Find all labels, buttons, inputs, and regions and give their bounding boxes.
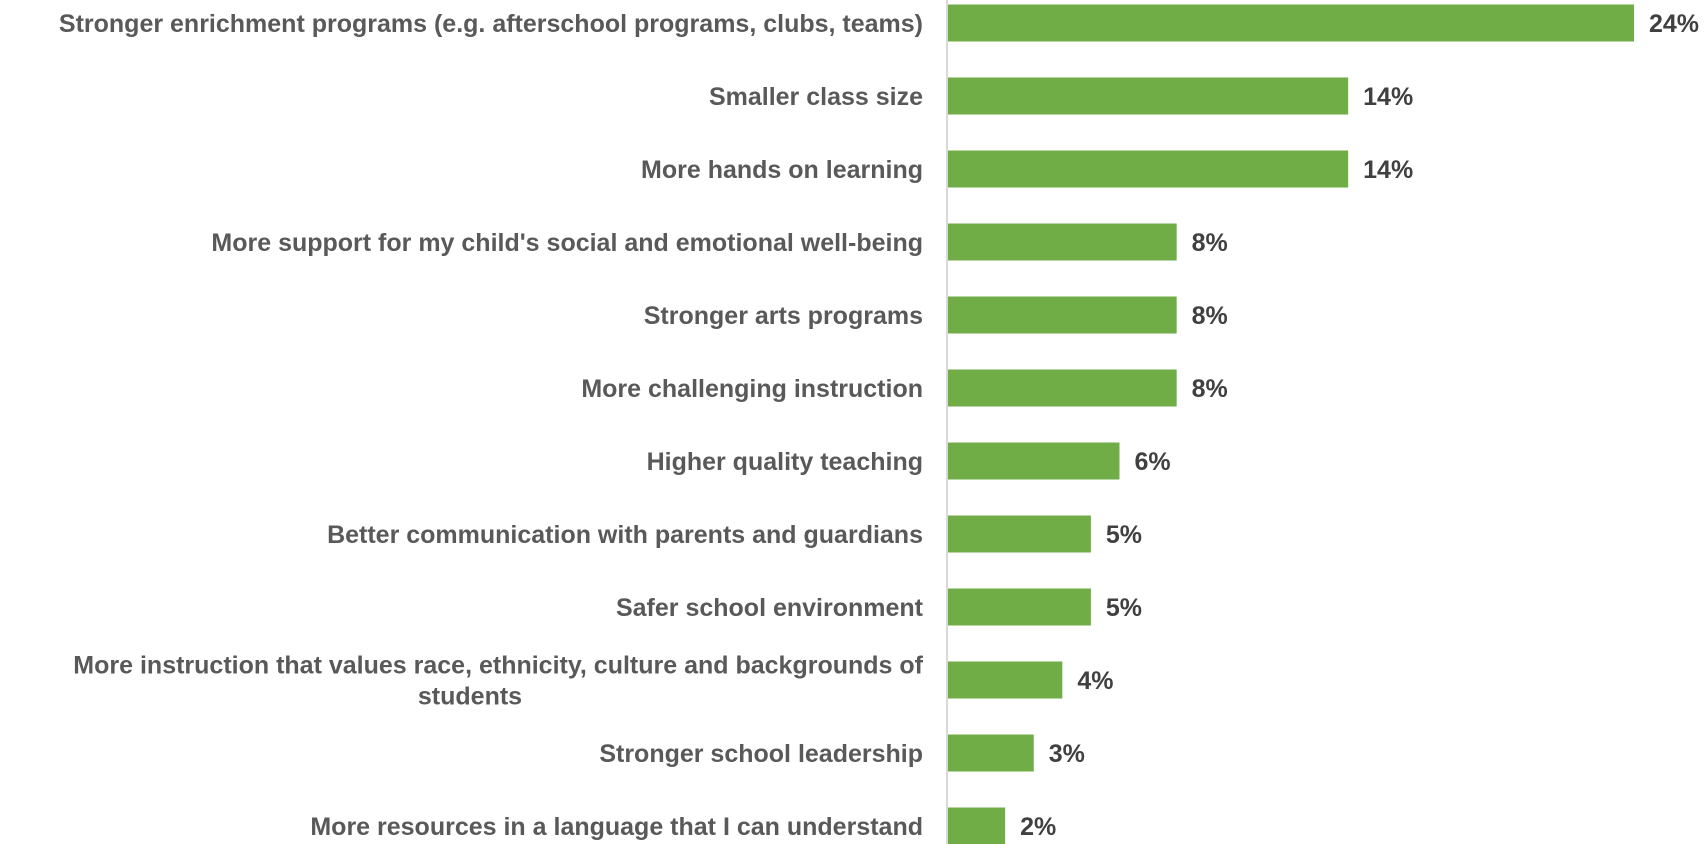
category-label: Better communication with parents and gu… xyxy=(327,521,923,549)
data-label: 5% xyxy=(1106,521,1142,549)
bar xyxy=(948,515,1091,553)
category-label: More resources in a language that I can … xyxy=(310,813,923,841)
bar xyxy=(948,150,1349,188)
bar xyxy=(948,588,1091,626)
category-label: Stronger school leadership xyxy=(599,740,923,768)
data-label: 2% xyxy=(1020,813,1056,841)
data-label: 14% xyxy=(1363,83,1413,111)
data-label: 5% xyxy=(1106,594,1142,622)
data-label: 3% xyxy=(1049,740,1085,768)
bar xyxy=(948,442,1120,480)
data-label: 8% xyxy=(1192,302,1228,330)
bar xyxy=(948,4,1634,42)
bar xyxy=(948,734,1034,772)
category-label: Safer school environment xyxy=(616,594,924,622)
category-label: Stronger arts programs xyxy=(644,302,923,330)
category-label: More instruction that values race, ethni… xyxy=(73,652,923,680)
category-label: Stronger enrichment programs (e.g. after… xyxy=(59,10,923,38)
category-label: students xyxy=(418,683,522,711)
data-label: 14% xyxy=(1363,156,1413,184)
data-label: 8% xyxy=(1192,229,1228,257)
value-label-group: 24% 14% 14% 8% 8% 8% 6% 5% 5% 4% 3% 2% xyxy=(1020,10,1699,841)
category-label-group: Stronger enrichment programs (e.g. after… xyxy=(59,10,924,841)
category-label: Smaller class size xyxy=(709,83,923,111)
data-label: 8% xyxy=(1192,375,1228,403)
bar-group xyxy=(948,4,1634,844)
bar xyxy=(948,807,1006,844)
bar xyxy=(948,77,1349,115)
data-label: 4% xyxy=(1077,667,1113,695)
bar xyxy=(948,223,1177,261)
category-label: More challenging instruction xyxy=(581,375,923,403)
bar xyxy=(948,661,1063,699)
data-label: 6% xyxy=(1135,448,1171,476)
bar xyxy=(948,369,1177,407)
data-label: 24% xyxy=(1649,10,1699,38)
category-label: More hands on learning xyxy=(641,156,923,184)
category-label: Higher quality teaching xyxy=(647,448,923,476)
category-label: More support for my child's social and e… xyxy=(211,229,923,257)
bar xyxy=(948,296,1177,334)
